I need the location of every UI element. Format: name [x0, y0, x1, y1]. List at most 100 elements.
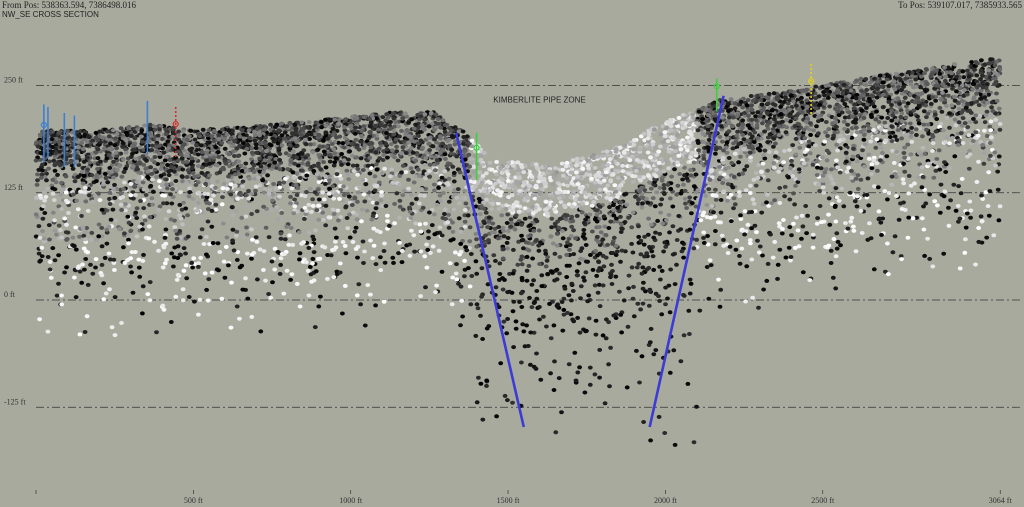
scatter-point	[568, 195, 574, 200]
scatter-point	[745, 222, 751, 227]
scatter-point	[529, 282, 535, 287]
scatter-point	[955, 203, 961, 208]
scatter-point	[162, 158, 168, 163]
scatter-point	[708, 169, 714, 174]
scatter-point	[748, 155, 753, 160]
scatter-point	[368, 148, 374, 153]
scatter-point	[610, 251, 616, 255]
scatter-point	[845, 134, 851, 139]
scatter-point	[112, 143, 118, 148]
scatter-point	[862, 142, 868, 147]
scatter-point	[342, 243, 348, 248]
scatter-point	[360, 168, 366, 173]
scatter-point	[337, 196, 342, 201]
scatter-point	[358, 302, 363, 307]
scatter-point	[657, 264, 663, 269]
scatter-point	[610, 269, 615, 273]
scatter-point	[801, 127, 807, 132]
scatter-point	[249, 314, 255, 319]
scatter-point	[915, 68, 921, 73]
scatter-point	[803, 204, 809, 208]
scatter-point	[561, 296, 567, 301]
scatter-point	[960, 141, 966, 146]
scatter-point	[174, 231, 180, 236]
scatter-point	[821, 90, 826, 95]
scatter-point	[820, 178, 826, 183]
scatter-point	[740, 122, 746, 127]
scatter-point	[230, 213, 236, 218]
scatter-point	[639, 271, 645, 276]
scatter-point	[240, 141, 246, 146]
scatter-point	[336, 218, 341, 223]
scatter-point	[70, 166, 76, 171]
scatter-point	[244, 146, 250, 151]
scatter-point	[154, 175, 160, 179]
scatter-point	[657, 185, 663, 190]
scatter-point	[432, 232, 438, 237]
scatter-point	[306, 293, 312, 298]
scatter-point	[478, 313, 483, 318]
scatter-point	[261, 267, 266, 272]
scatter-point	[921, 227, 927, 232]
scatter-point	[825, 137, 831, 142]
scatter-point	[447, 162, 453, 167]
scatter-point	[907, 121, 913, 126]
scatter-point	[605, 183, 611, 188]
scatter-point	[112, 295, 118, 300]
scatter-point	[634, 265, 640, 270]
scatter-point	[662, 431, 668, 435]
scatter-point	[737, 193, 742, 198]
scatter-point	[451, 170, 457, 175]
scatter-point	[146, 236, 152, 241]
scatter-point	[616, 209, 622, 214]
scatter-point	[478, 153, 484, 158]
scatter-point	[320, 190, 325, 195]
scatter-point	[723, 145, 729, 150]
scatter-point	[646, 303, 652, 308]
scatter-point	[973, 120, 979, 125]
scatter-point	[234, 233, 239, 238]
scatter-point	[140, 284, 146, 289]
scatter-point	[941, 194, 947, 199]
scatter-point	[726, 120, 732, 125]
scatter-point	[140, 258, 146, 263]
scatter-point	[701, 230, 707, 235]
scatter-point	[422, 254, 428, 259]
scatter-point	[36, 251, 42, 256]
scatter-point	[186, 295, 192, 299]
scatter-point	[294, 193, 300, 197]
scatter-point	[541, 314, 546, 319]
scatter-point	[556, 376, 562, 381]
scatter-point	[659, 197, 665, 202]
scatter-point	[230, 238, 236, 243]
scatter-point	[994, 59, 999, 64]
scatter-point	[924, 67, 929, 72]
scatter-point	[50, 246, 56, 251]
scatter-point	[559, 300, 565, 304]
scatter-point	[481, 219, 487, 224]
scatter-point	[80, 262, 85, 267]
scatter-point	[158, 167, 164, 171]
scatter-point	[171, 166, 177, 170]
scatter-point	[754, 230, 759, 235]
scatter-point	[84, 143, 90, 148]
scatter-point	[840, 98, 846, 103]
scatter-point	[630, 179, 636, 184]
scatter-point	[901, 100, 907, 104]
scatter-point	[997, 122, 1003, 126]
scatter-point	[597, 225, 602, 230]
scatter-point	[793, 116, 799, 121]
scatter-point	[899, 111, 905, 116]
scatter-point	[800, 224, 806, 229]
scatter-point	[422, 162, 428, 167]
scatter-point	[861, 137, 867, 142]
scatter-point	[651, 267, 657, 272]
scatter-point	[481, 200, 486, 205]
scatter-point	[859, 108, 865, 113]
scatter-point	[355, 190, 361, 195]
scatter-point	[411, 180, 417, 185]
scatter-point	[310, 197, 315, 202]
scatter-point	[892, 234, 898, 239]
scatter-point	[741, 137, 747, 142]
scatter-point	[261, 204, 266, 209]
